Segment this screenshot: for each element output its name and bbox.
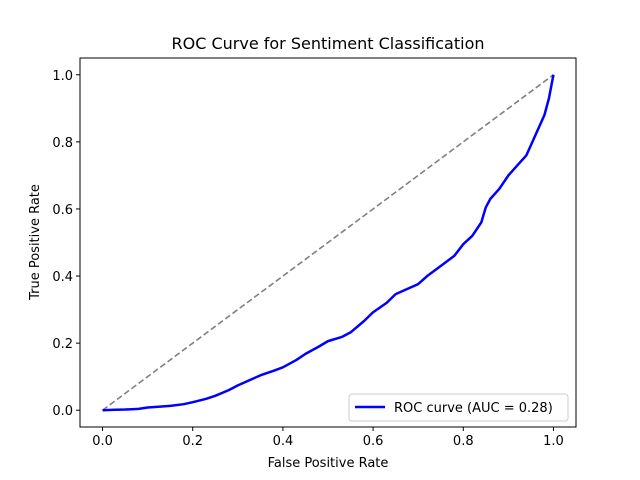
chart-title: ROC Curve for Sentiment Classification (172, 34, 485, 53)
x-axis-ticks: 0.0 0.2 0.4 0.6 0.8 1.0 (92, 427, 564, 449)
roc-curve-line (102, 74, 555, 412)
x-tick-label: 0.4 (273, 434, 294, 449)
x-tick-label: 0.2 (182, 434, 203, 449)
y-tick-label: 1.0 (52, 69, 73, 84)
legend-box (348, 393, 569, 422)
x-tick-label: 0.8 (453, 434, 474, 449)
legend: ROC curve (AUC = 0.28) (348, 393, 569, 422)
series-layer (102, 74, 555, 412)
y-tick-label: 0.0 (52, 404, 73, 419)
y-axis-ticks: 0.0 0.2 0.4 0.6 0.8 1.0 (52, 69, 80, 419)
legend-entry-roc: ROC curve (AUC = 0.28) (394, 401, 553, 416)
axes-frame (79, 57, 577, 428)
x-tick-label: 0.0 (92, 434, 113, 449)
plot-area (79, 57, 577, 428)
y-tick-label: 0.2 (52, 337, 73, 352)
y-tick-label: 0.6 (52, 203, 73, 218)
x-tick-label: 0.6 (363, 434, 384, 449)
x-axis-label: False Positive Rate (268, 456, 389, 471)
y-tick-label: 0.4 (52, 270, 73, 285)
y-tick-label: 0.8 (52, 136, 73, 151)
chance-line (102, 74, 554, 411)
x-tick-label: 1.0 (543, 434, 564, 449)
y-axis-label: True Positive Rate (28, 184, 43, 301)
